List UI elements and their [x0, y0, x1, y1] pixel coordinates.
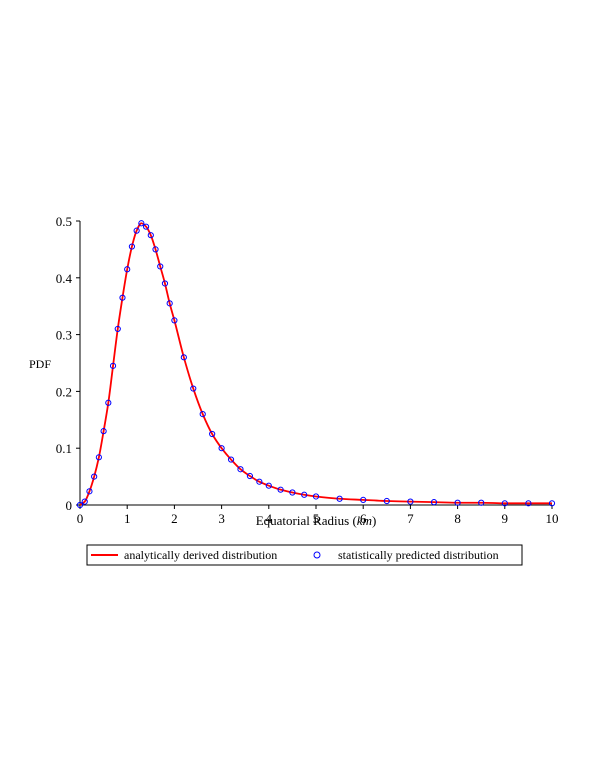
predicted-point	[256, 478, 263, 485]
predicted-point	[454, 499, 461, 506]
predicted-point	[336, 495, 343, 502]
predicted-point	[190, 385, 197, 392]
predicted-point	[218, 445, 225, 452]
predicted-point	[383, 497, 390, 505]
predicted-point	[289, 489, 296, 496]
predicted-point	[81, 498, 88, 505]
predicted-point	[227, 456, 235, 463]
plot-area: 0 0.1 0.2 0.3 0.4 0.5 0 1 2 3 4 5 6 7 8 9 10	[56, 214, 559, 526]
predicted-point	[147, 232, 154, 239]
predicted-point	[128, 243, 136, 250]
y-axis-label: PDF	[29, 357, 51, 371]
predicted-point	[501, 500, 508, 507]
predicted-point	[100, 428, 107, 435]
predicted-point	[124, 266, 131, 273]
x-axis-ticks: 0 1 2 3 4 5 6 7 8 9 10	[77, 505, 559, 526]
y-axis-ticks: 0 0.1 0.2 0.3 0.4 0.5	[56, 214, 80, 513]
predicted-point	[133, 227, 140, 234]
predicted-point	[301, 491, 308, 498]
predicted-point	[105, 399, 112, 406]
predicted-point	[180, 354, 187, 361]
predicted-point	[407, 498, 414, 505]
predicted-point	[109, 362, 117, 369]
predicted-point	[138, 220, 145, 227]
x-axis-label-text: Equatorial Radius	[256, 513, 350, 528]
predicted-point	[114, 325, 121, 333]
predicted-point	[199, 411, 206, 418]
predicted-point	[166, 300, 173, 307]
predicted-point	[548, 500, 556, 507]
predicted-point	[86, 488, 93, 495]
x-tick-label: 10	[546, 511, 559, 526]
y-tick-label: 0.5	[56, 214, 72, 229]
x-tick-label: 8	[454, 511, 461, 526]
legend-label-predicted: statistically predicted distribution	[338, 548, 499, 562]
predicted-point	[76, 501, 84, 509]
predicted-series-points	[76, 220, 556, 509]
y-tick-label: 0.2	[56, 384, 72, 399]
x-axis-label: Equatorial Radius (km)	[256, 513, 377, 528]
predicted-point	[525, 500, 532, 507]
predicted-point	[237, 466, 244, 473]
x-tick-label: 9	[502, 511, 509, 526]
predicted-point	[478, 499, 485, 506]
predicted-point	[95, 454, 102, 461]
predicted-point	[209, 430, 216, 438]
predicted-point	[312, 493, 320, 500]
x-tick-label: 4	[266, 511, 273, 526]
y-tick-label: 0	[66, 498, 73, 513]
predicted-point	[277, 486, 284, 493]
predicted-point	[246, 472, 254, 480]
legend-label-analytic: analytically derived distribution	[124, 548, 277, 562]
x-tick-label: 1	[124, 511, 131, 526]
predicted-point	[360, 496, 367, 503]
predicted-point	[142, 223, 150, 230]
x-tick-label: 0	[77, 511, 84, 526]
predicted-point	[152, 246, 159, 253]
x-tick-label: 2	[171, 511, 178, 526]
y-tick-label: 0.3	[56, 328, 72, 343]
predicted-point	[91, 473, 98, 480]
x-tick-label: 6	[360, 511, 367, 526]
predicted-point	[157, 263, 164, 270]
x-tick-label: 7	[407, 511, 414, 526]
predicted-point	[119, 294, 126, 301]
predicted-point	[265, 482, 272, 489]
x-tick-label: 3	[218, 511, 225, 526]
y-tick-label: 0.1	[56, 441, 72, 456]
legend-box	[86, 544, 523, 566]
legend-marker-swatch	[313, 551, 321, 559]
legend: analytically derived distribution statis…	[86, 544, 523, 566]
analytic-series-line	[79, 222, 553, 506]
x-tick-label: 5	[313, 511, 320, 526]
y-tick-label: 0.4	[56, 271, 73, 286]
predicted-point	[161, 280, 169, 287]
predicted-point	[171, 317, 178, 324]
x-axis-unit: km	[357, 513, 372, 528]
predicted-point	[430, 499, 438, 506]
